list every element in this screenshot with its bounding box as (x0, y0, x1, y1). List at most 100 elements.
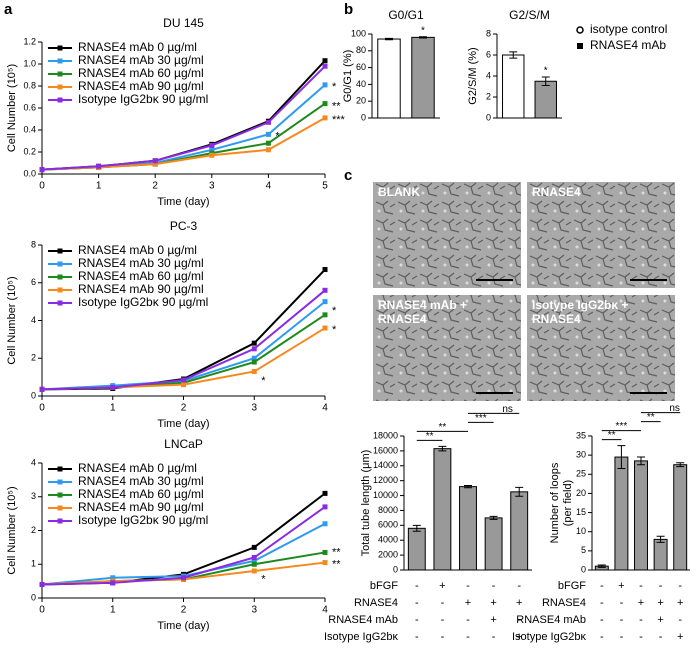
error-bar (637, 456, 645, 466)
x-tick-label: 4 (322, 605, 328, 616)
data-point (265, 119, 271, 125)
data-point (110, 580, 116, 586)
significance-label: ns (502, 404, 513, 415)
panel-label: c (344, 167, 352, 184)
y-axis-label: (per field) (562, 480, 574, 526)
annotation: ** (332, 547, 341, 559)
chart-title: G2/S/M (509, 8, 550, 22)
y-tick-label: 60 (356, 62, 366, 72)
data-point (322, 560, 328, 566)
y-tick-label: 20 (576, 488, 586, 498)
micrograph-label: RNASE4 mAb + (378, 298, 467, 312)
bar (407, 527, 426, 571)
legend-label: Isotype IgG2bκ 90 µg/ml (78, 295, 208, 309)
error-bar (656, 535, 665, 543)
data-point (265, 131, 271, 137)
y-tick-label: 40 (356, 79, 366, 89)
y-tick-label: 10000 (373, 490, 398, 500)
y-tick-label: 0 (486, 112, 491, 122)
significance-label: ** (647, 412, 655, 423)
annotation: * (421, 25, 425, 36)
data-point (181, 575, 186, 581)
y-tick-label: 1.0 (23, 58, 36, 68)
condition-mark: + (677, 597, 683, 609)
series-line (41, 65, 326, 171)
annotation: ** (332, 101, 341, 113)
data-point (322, 521, 328, 527)
condition-mark: - (620, 597, 624, 609)
y-axis-label: G2/S/M (%) (467, 47, 479, 104)
y-tick-label: 12000 (373, 475, 398, 485)
y-tick-label: 5 (581, 545, 586, 555)
y-tick-label: 0 (393, 564, 398, 574)
y-tick-label: 1 (31, 559, 36, 569)
legend-label: RNASE4 mAb 90 µg/ml (78, 282, 204, 296)
y-tick-label: 18000 (373, 430, 398, 440)
data-point (251, 368, 257, 374)
legend-marker (57, 84, 63, 90)
y-tick-label: 0 (581, 564, 586, 574)
x-tick-label: 0 (39, 605, 45, 616)
micrograph-label: RNASE4 (532, 312, 581, 326)
micrograph (527, 182, 675, 288)
y-tick-label: 4 (486, 70, 491, 80)
legend-label: RNASE4 mAb 60 µg/ml (78, 487, 204, 501)
y-tick-label: 2 (31, 525, 36, 535)
data-point (251, 544, 257, 550)
y-tick-label: 100 (351, 28, 366, 38)
y-tick-label: 16000 (373, 445, 398, 455)
condition-mark: - (466, 614, 470, 626)
y-axis-label: Cell Number (10⁵) (6, 486, 18, 574)
y-tick-label: 2 (486, 91, 491, 101)
bar (673, 464, 688, 571)
data-point (152, 161, 158, 167)
significance-label: ** (439, 422, 447, 433)
annotation: * (332, 305, 337, 317)
bar (433, 448, 452, 571)
x-tick-label: 1 (110, 403, 116, 414)
condition-mark: + (657, 597, 663, 609)
condition-mark: + (657, 614, 663, 626)
bar (484, 517, 503, 571)
data-point (251, 555, 257, 560)
legend-label: Isotype IgG2bκ 90 µg/ml (78, 513, 208, 527)
condition-mark: - (415, 597, 419, 609)
condition-mark: + (465, 597, 471, 609)
condition-label: bFGF (558, 580, 586, 592)
x-tick-label: 0 (39, 403, 45, 414)
x-tick-label: 4 (266, 181, 272, 192)
x-tick-label: 1 (96, 181, 102, 192)
y-tick-label: 20 (356, 96, 366, 106)
bar (411, 36, 435, 119)
condition-mark: - (466, 631, 470, 643)
y-tick-label: 35 (576, 430, 586, 440)
condition-mark: - (678, 614, 682, 626)
legend-marker (57, 274, 63, 280)
annotation: * (332, 81, 337, 93)
x-axis-label: Time (day) (157, 620, 209, 632)
error-bar (419, 36, 427, 39)
bar (634, 460, 648, 571)
significance-label: *** (475, 413, 487, 424)
error-bar (509, 51, 518, 59)
data-point (96, 163, 102, 169)
condition-label: bFGF (370, 580, 398, 592)
micrograph (373, 295, 521, 401)
condition-mark: - (466, 580, 470, 592)
y-tick-label: 8 (31, 239, 36, 249)
condition-mark: - (639, 631, 643, 643)
condition-mark: - (492, 631, 496, 643)
condition-mark: - (517, 614, 521, 626)
data-point (39, 167, 45, 173)
y-tick-label: 80 (356, 45, 366, 55)
condition-mark: + (618, 580, 624, 592)
condition-mark: - (600, 631, 604, 643)
data-point (251, 359, 257, 365)
data-point (110, 575, 116, 581)
condition-mark: - (600, 580, 604, 592)
y-tick-label: 8 (486, 28, 491, 38)
x-tick-label: 1 (110, 605, 116, 616)
condition-mark: - (639, 614, 643, 626)
bar (459, 486, 477, 571)
